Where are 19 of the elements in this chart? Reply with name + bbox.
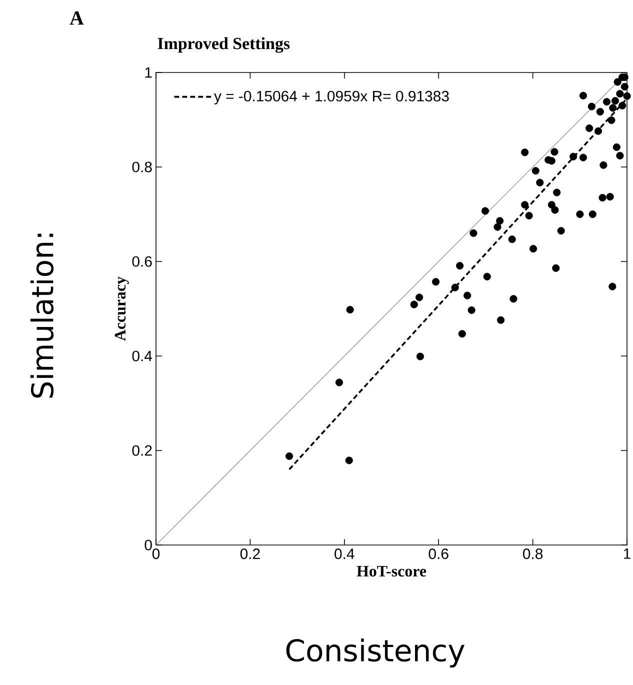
legend-label: y = -0.15064 + 1.0959x R= 0.91383 bbox=[214, 90, 449, 104]
y-tick-label: 0 bbox=[144, 540, 152, 550]
y-tick-label: 0.8 bbox=[132, 162, 152, 172]
y-tick-label: 0.4 bbox=[132, 350, 152, 362]
y-tick-label: 1 bbox=[145, 67, 152, 78]
y-tick-label: 0.2 bbox=[132, 445, 152, 456]
x-tick-label: 0 bbox=[152, 548, 160, 560]
text: A bbox=[70, 11, 84, 25]
text: Consistency bbox=[286, 638, 464, 668]
x-axis-title: HoT-score bbox=[356, 566, 426, 577]
x-tick-label: 0.6 bbox=[428, 548, 448, 560]
x-tick-label: 1 bbox=[624, 548, 630, 559]
chart-title: Improved Settings bbox=[158, 37, 290, 53]
x-tick-label: 0.4 bbox=[334, 548, 354, 560]
x-tick-label: 0.2 bbox=[240, 548, 260, 560]
y-tick-label: 0.6 bbox=[132, 256, 152, 267]
text: Simulation: bbox=[30, 234, 54, 398]
x-tick-label: 0.8 bbox=[523, 548, 543, 560]
y-axis-title: Accuracy bbox=[114, 276, 129, 341]
